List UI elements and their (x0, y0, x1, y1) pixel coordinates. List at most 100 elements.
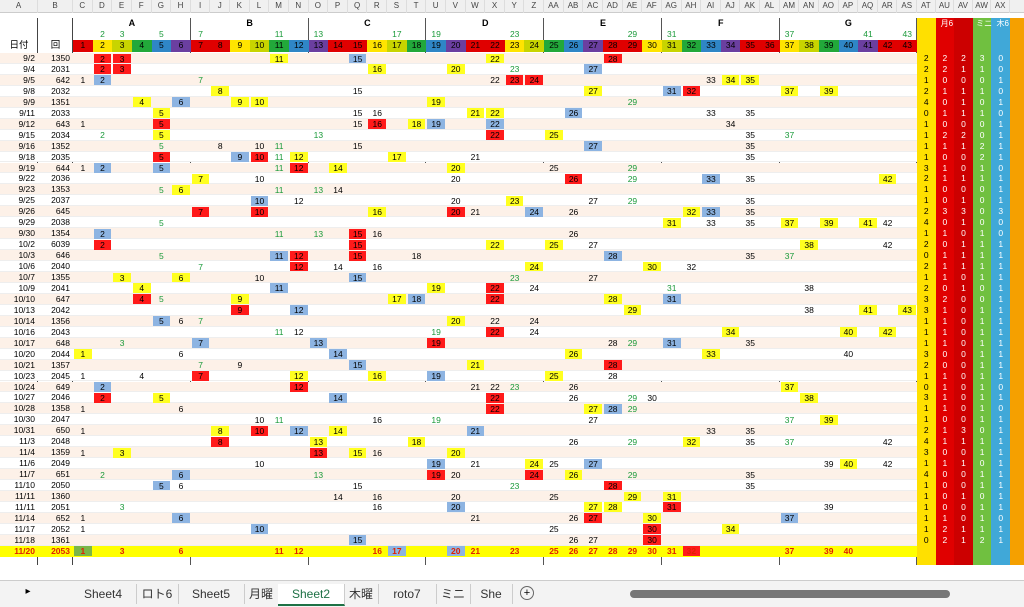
summary-cell: 3 (923, 392, 929, 403)
row-bg (0, 370, 917, 382)
header-number: 26 (563, 40, 584, 52)
number-cell: 12 (294, 327, 304, 338)
header-number: 39 (818, 40, 839, 52)
number-cell: 15 (352, 480, 363, 491)
summary-cell: 4 (923, 96, 929, 107)
row-bg (0, 512, 917, 524)
summary-cell: 0 (961, 151, 966, 162)
number-cell: 34 (721, 327, 740, 338)
number-cell: 13 (313, 469, 324, 480)
summary-column (917, 18, 936, 565)
nav-arrow[interactable]: ▸ (25, 586, 31, 597)
summary-cell: 2 (923, 85, 929, 96)
number-cell: 31 (662, 338, 681, 349)
sheet-tab[interactable]: She (470, 584, 513, 604)
summary-cell: 0 (942, 151, 948, 162)
number-cell: 27 (588, 272, 598, 283)
header-number: 12 (288, 40, 309, 52)
number-cell: 37 (784, 130, 795, 141)
column-letter: AN (799, 0, 819, 13)
sheet-tab[interactable]: Sheet4 (70, 584, 137, 604)
sheet-tab[interactable]: roto7 (378, 584, 437, 604)
kai-cell: 2047 (51, 414, 70, 425)
add-sheet[interactable]: + (520, 586, 534, 600)
number-cell: 6 (178, 316, 184, 327)
number-cell: 7 (191, 173, 210, 184)
row-bg (0, 523, 917, 535)
summary-cell: 0 (961, 370, 966, 381)
kai-cell: 2035 (51, 151, 70, 162)
summary-cell: 0 (979, 184, 985, 195)
date-cell: 10/10 (13, 293, 35, 304)
number-cell: 11 (274, 141, 284, 152)
row-bg (0, 403, 917, 415)
number-cell: 26 (564, 469, 583, 480)
number-cell: 13 (309, 338, 328, 349)
number-cell: 11 (274, 152, 284, 162)
sheet-tab[interactable]: Sheet2 (278, 584, 345, 606)
number-cell: 34 (725, 119, 736, 130)
summary-cell: 1 (998, 140, 1004, 151)
number-cell: 18 (407, 436, 426, 447)
summary-cell: 0 (923, 534, 929, 545)
summary-cell: 1 (942, 107, 948, 118)
summary-cell: 1 (942, 370, 948, 381)
number-cell: 15 (348, 53, 367, 64)
column-letter: AS (897, 0, 918, 13)
group-label: C (364, 18, 371, 28)
number-cell: 27 (588, 535, 598, 546)
summary-cell: 0 (961, 293, 966, 304)
summary-cell: 1 (942, 173, 948, 184)
number-cell: 32 (682, 546, 701, 557)
number-cell: 37 (780, 513, 799, 524)
summary-cell: 1 (998, 469, 1004, 480)
number-cell: 10 (250, 425, 269, 436)
number-cell: 35 (745, 152, 755, 162)
number-cell: 26 (568, 513, 579, 524)
kai-cell: 1358 (51, 403, 70, 414)
number-cell: 16 (372, 228, 382, 239)
column-letter: P (328, 0, 348, 13)
summary-cell: 1 (942, 228, 948, 239)
sheet-tab[interactable]: 木曜 (344, 584, 379, 604)
column-letter: AF (642, 0, 662, 13)
sheet-tab[interactable]: ロト6 (136, 584, 179, 604)
sheet-tab[interactable]: ミニ (436, 584, 471, 604)
header-number: 5 (151, 40, 172, 52)
prime-number: 11 (274, 29, 284, 39)
scrollbar[interactable] (630, 590, 950, 598)
summary-cell: 0 (942, 74, 948, 85)
summary-cell: 0 (998, 162, 1004, 173)
kai-cell: 1356 (51, 315, 70, 326)
summary-cell: 1 (979, 272, 985, 282)
summary-cell: 3 (998, 206, 1004, 217)
date-cell: 9/9 (23, 96, 35, 107)
number-cell: 8 (211, 86, 230, 97)
summary-cell: 2 (923, 425, 929, 436)
column-letter: AX (991, 0, 1010, 13)
kai-cell: 2048 (51, 436, 70, 447)
summary-cell: 2 (942, 53, 948, 63)
number-cell: 35 (745, 130, 755, 141)
prime-number: 41 (863, 29, 873, 39)
summary-cell: 0 (942, 447, 948, 458)
number-cell: 20 (451, 469, 461, 480)
number-cell: 19 (427, 283, 445, 294)
summary-cell: 1 (923, 129, 929, 140)
number-cell: 31 (666, 546, 677, 557)
number-cell: 15 (348, 250, 367, 261)
number-cell: 30 (643, 524, 661, 535)
sheet-tab[interactable]: 月曜 (244, 584, 279, 604)
header-number: 18 (406, 40, 427, 52)
summary-cell: 1 (979, 107, 985, 118)
group-label: E (599, 18, 606, 28)
summary-cell: 1 (998, 392, 1004, 403)
sheet-tab[interactable]: Sheet5 (178, 584, 245, 604)
group-label: G (844, 18, 852, 28)
summary-cell: 0 (979, 282, 985, 293)
number-cell: 35 (745, 425, 755, 436)
summary-cell: 2 (979, 140, 985, 151)
number-cell: 39 (824, 458, 834, 469)
kai-cell: 645 (55, 206, 70, 217)
number-cell: 40 (839, 458, 858, 469)
